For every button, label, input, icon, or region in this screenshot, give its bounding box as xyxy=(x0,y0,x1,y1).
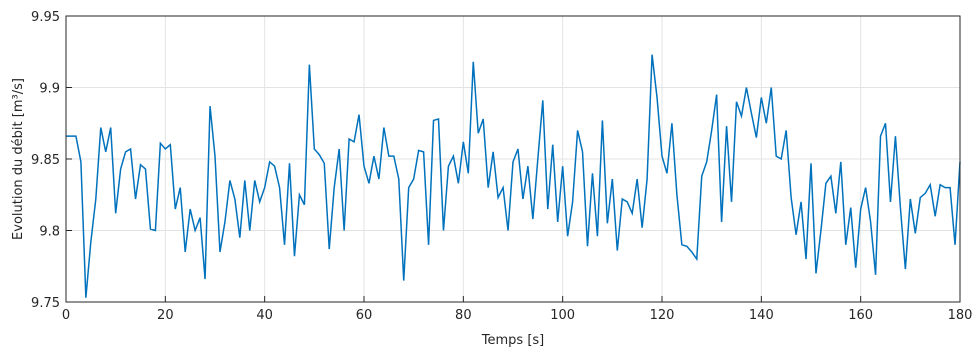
y-tick-label: 9.75 xyxy=(31,296,60,311)
x-tick-label: 120 xyxy=(650,308,675,323)
y-tick-label: 9.8 xyxy=(39,225,60,240)
x-tick-label: 160 xyxy=(848,308,873,323)
x-tick-label: 100 xyxy=(550,308,575,323)
x-tick-label: 60 xyxy=(356,308,373,323)
x-axis-label: Temps [s] xyxy=(481,333,544,348)
y-tick-label: 9.9 xyxy=(39,82,60,97)
x-tick-label: 0 xyxy=(62,308,70,323)
y-axis-label: Evolution du débit [m³/s] xyxy=(11,78,26,240)
x-tick-label: 180 xyxy=(948,308,973,323)
x-tick-label: 140 xyxy=(749,308,774,323)
x-tick-label: 80 xyxy=(455,308,472,323)
x-tick-label: 40 xyxy=(256,308,273,323)
plot-frame xyxy=(65,15,961,303)
data-line xyxy=(66,54,961,298)
y-tick-label: 9.95 xyxy=(31,10,60,25)
y-tick-label: 9.85 xyxy=(31,153,60,168)
x-tick-label: 20 xyxy=(157,308,174,323)
